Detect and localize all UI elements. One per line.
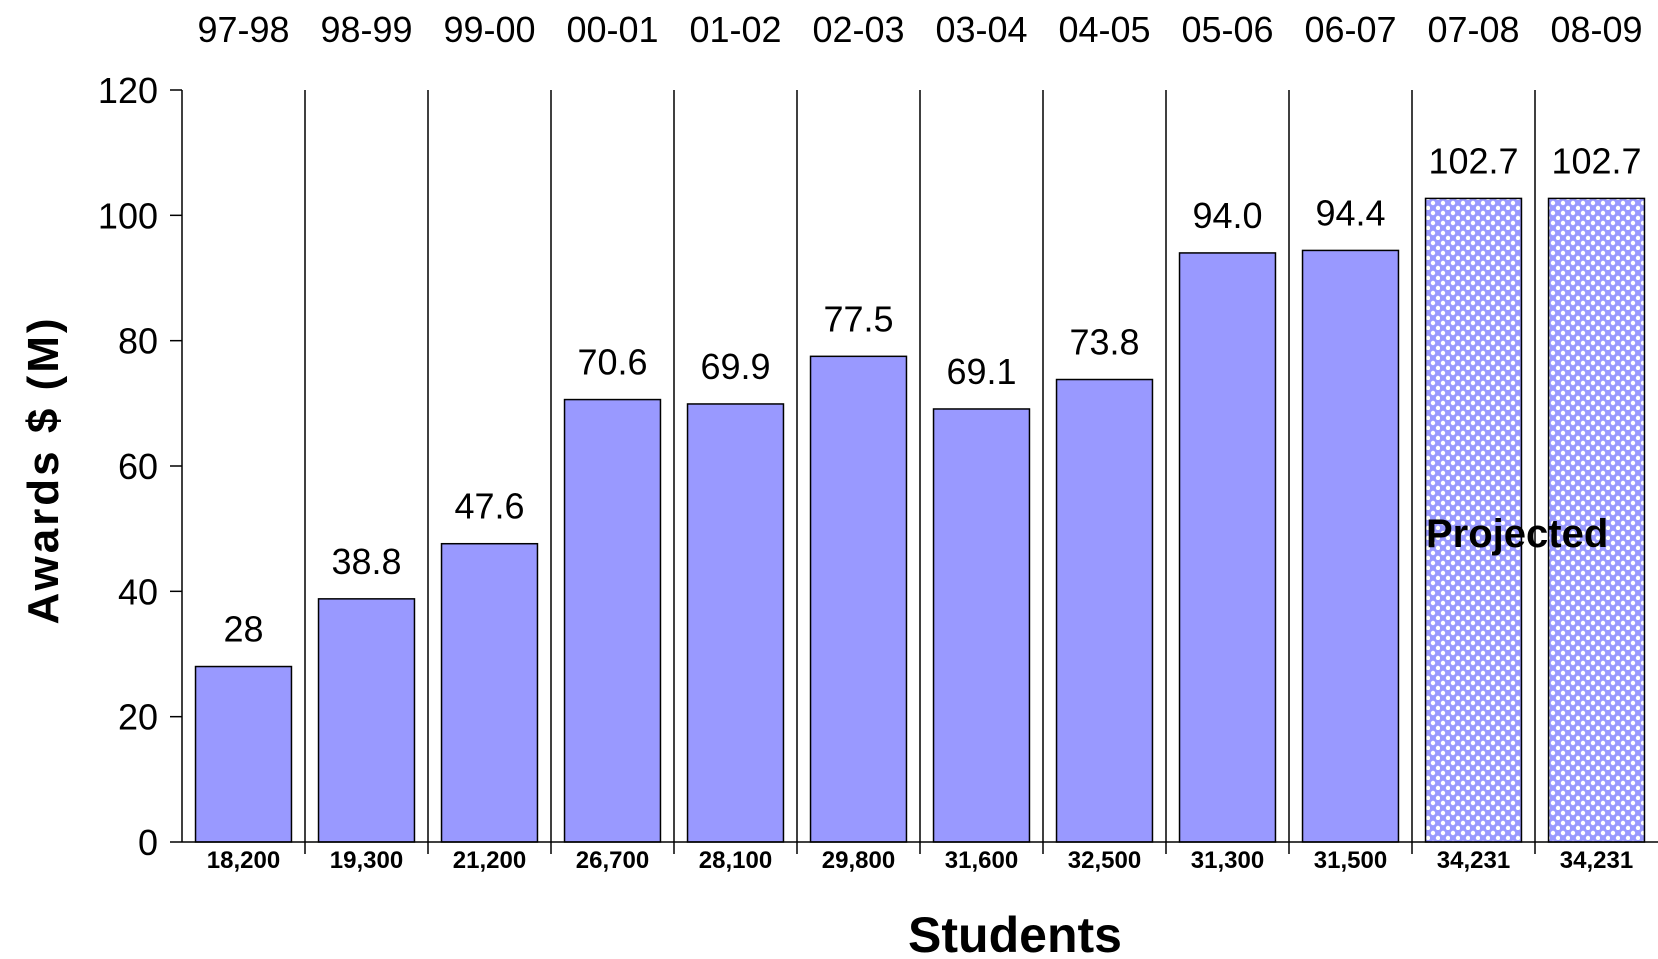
bar-05-06 — [1178, 252, 1277, 843]
data-label-97-98: 28 — [223, 609, 263, 650]
category-label-03-04: 03-04 — [935, 9, 1027, 50]
data-label-07-08: 102.7 — [1428, 140, 1518, 181]
bar-08-09 — [1547, 197, 1646, 843]
bar-98-99 — [317, 598, 416, 843]
student-count-97-98: 18,200 — [207, 847, 280, 874]
bar-04-05 — [1055, 378, 1154, 843]
data-label-03-04: 69.1 — [946, 351, 1016, 392]
data-label-06-07: 94.4 — [1315, 192, 1385, 233]
category-label-04-05: 04-05 — [1058, 9, 1150, 50]
data-label-02-03: 77.5 — [823, 298, 893, 339]
y-tick-label: 20 — [118, 697, 158, 738]
category-label-01-02: 01-02 — [689, 9, 781, 50]
y-tick-label: 60 — [118, 446, 158, 487]
y-tick-label: 100 — [98, 195, 158, 236]
category-label-02-03: 02-03 — [812, 9, 904, 50]
student-count-08-09: 34,231 — [1560, 847, 1633, 874]
student-count-02-03: 29,800 — [822, 847, 895, 874]
student-count-00-01: 26,700 — [576, 847, 649, 874]
data-label-99-00: 47.6 — [454, 486, 524, 527]
student-count-04-05: 32,500 — [1068, 847, 1141, 874]
category-label-05-06: 05-06 — [1181, 9, 1273, 50]
student-count-06-07: 31,500 — [1314, 847, 1387, 874]
bar-01-02 — [686, 403, 785, 843]
y-tick-label: 0 — [138, 822, 158, 863]
bar-00-01 — [563, 398, 662, 843]
y-tick-label: 120 — [98, 70, 158, 111]
data-label-01-02: 69.9 — [700, 346, 770, 387]
category-label-08-09: 08-09 — [1550, 9, 1642, 50]
student-count-03-04: 31,600 — [945, 847, 1018, 874]
category-label-00-01: 00-01 — [566, 9, 658, 50]
student-count-05-06: 31,300 — [1191, 847, 1264, 874]
bar-02-03 — [809, 355, 908, 843]
bar-97-98 — [194, 665, 293, 843]
data-label-04-05: 73.8 — [1069, 322, 1139, 363]
bar-06-07 — [1301, 249, 1400, 843]
bar-03-04 — [932, 408, 1031, 843]
category-label-98-99: 98-99 — [320, 9, 412, 50]
data-label-98-99: 38.8 — [331, 541, 401, 582]
data-label-00-01: 70.6 — [577, 342, 647, 383]
projected-annotation: Projected — [1426, 512, 1608, 556]
y-tick-label: 40 — [118, 571, 158, 612]
category-label-06-07: 06-07 — [1304, 9, 1396, 50]
y-axis-title: Awards $ (M) — [19, 315, 68, 624]
student-count-07-08: 34,231 — [1437, 847, 1510, 874]
category-label-07-08: 07-08 — [1427, 9, 1519, 50]
bar-99-00 — [440, 542, 539, 843]
y-tick-label: 80 — [118, 321, 158, 362]
student-count-98-99: 19,300 — [330, 847, 403, 874]
category-label-97-98: 97-98 — [197, 9, 289, 50]
bar-07-08 — [1424, 197, 1523, 843]
data-label-05-06: 94.0 — [1192, 195, 1262, 236]
category-label-99-00: 99-00 — [443, 9, 535, 50]
data-label-08-09: 102.7 — [1551, 140, 1641, 181]
student-count-01-02: 28,100 — [699, 847, 772, 874]
student-count-99-00: 21,200 — [453, 847, 526, 874]
x-axis-title: Students — [908, 907, 1122, 959]
